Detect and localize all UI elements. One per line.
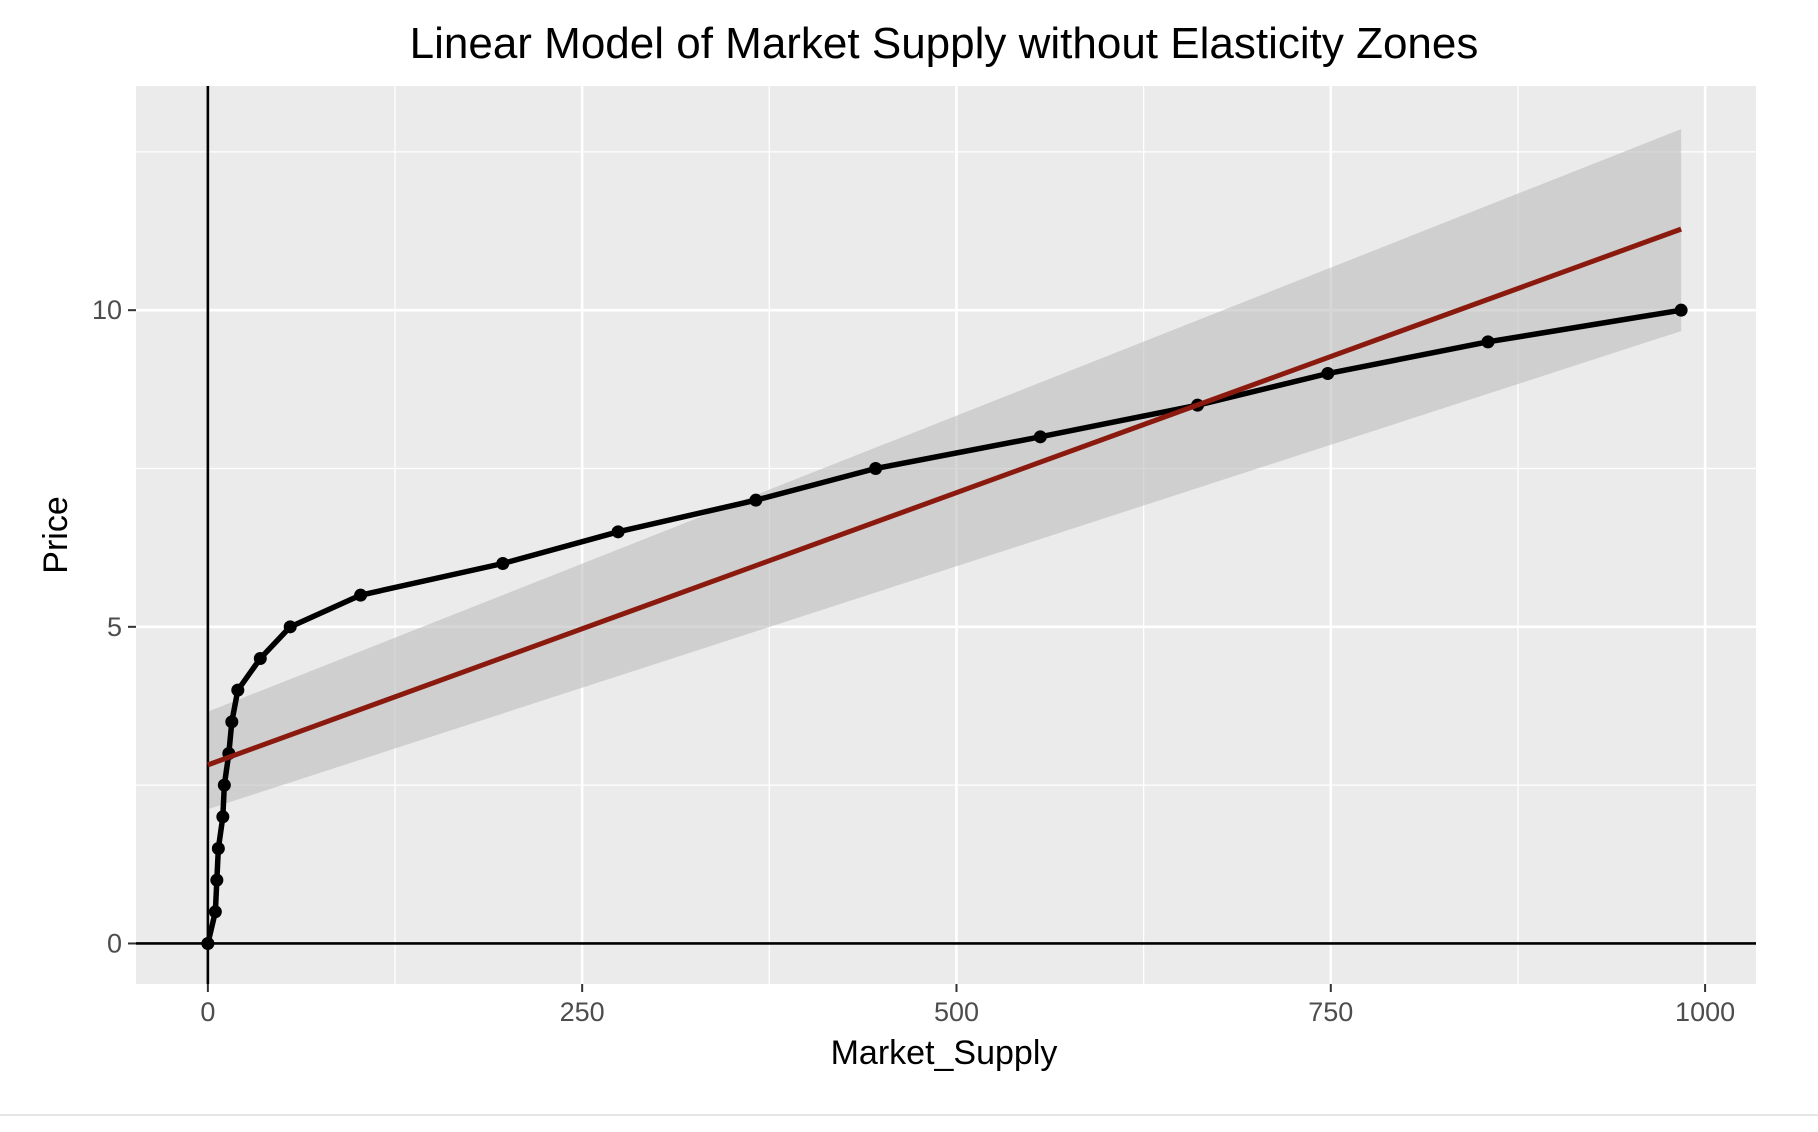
data-point <box>869 462 883 476</box>
data-point <box>1481 335 1495 349</box>
data-point <box>211 841 225 855</box>
data-point <box>225 715 239 729</box>
y-tick-label: 5 <box>107 612 122 642</box>
data-point <box>354 588 368 602</box>
chart-title: Linear Model of Market Supply without El… <box>410 19 1479 68</box>
data-point <box>210 873 224 887</box>
y-tick-label: 10 <box>92 295 122 325</box>
data-point <box>1321 367 1335 381</box>
data-point <box>611 525 625 539</box>
x-axis: 0 250 500 750 1000 <box>200 984 1735 1027</box>
y-axis: 0 5 10 <box>92 295 136 958</box>
data-point <box>208 905 222 919</box>
bottom-divider <box>0 1114 1818 1116</box>
data-point <box>283 620 297 634</box>
x-tick-label: 750 <box>1308 997 1353 1027</box>
x-axis-title: Market_Supply <box>831 1034 1058 1072</box>
y-tick-label: 0 <box>107 928 122 958</box>
data-point <box>1033 430 1047 444</box>
data-point <box>253 651 267 665</box>
x-tick-label: 1000 <box>1675 997 1735 1027</box>
linear-fit-line <box>207 226 1682 768</box>
data-point <box>1674 303 1688 317</box>
data-point <box>749 493 763 507</box>
y-axis-title: Price <box>37 496 75 573</box>
data-point <box>217 778 231 792</box>
data-point <box>201 936 215 950</box>
confidence-band <box>207 129 1682 810</box>
plot-area <box>136 86 1756 984</box>
x-tick-label: 500 <box>934 997 979 1027</box>
data-point <box>231 683 245 697</box>
data-point <box>216 810 230 824</box>
data-point <box>496 556 510 570</box>
x-tick-label: 250 <box>560 997 605 1027</box>
x-tick-label: 0 <box>200 997 215 1027</box>
